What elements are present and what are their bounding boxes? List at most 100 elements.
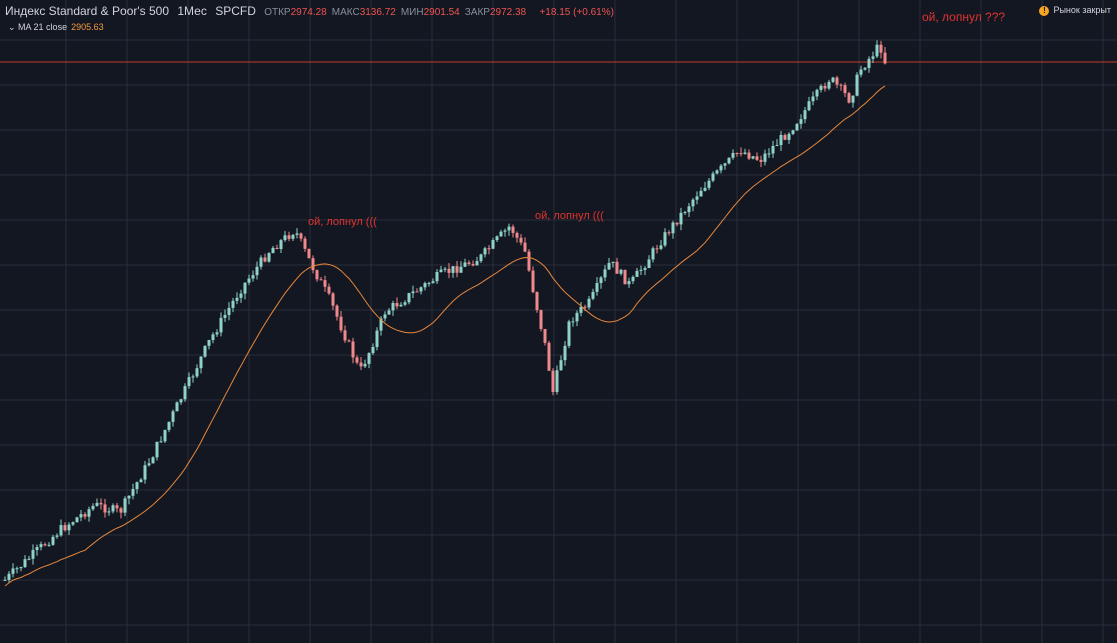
candle-body xyxy=(203,345,207,357)
candle-body xyxy=(139,479,143,483)
candle-body xyxy=(615,261,619,274)
candle-body xyxy=(627,281,631,285)
candle-body xyxy=(731,152,735,158)
candle-body xyxy=(299,233,303,239)
candle-body xyxy=(263,257,267,262)
candle-body xyxy=(547,342,551,371)
ohlc-value: 3136.72 xyxy=(359,7,396,18)
candle-body xyxy=(695,196,699,200)
candle-body xyxy=(699,190,703,197)
ohlc-label: МИН xyxy=(400,7,424,18)
candle-body xyxy=(479,254,483,262)
candle-body xyxy=(639,269,643,271)
candle-body xyxy=(779,134,783,146)
candle-body xyxy=(587,298,591,308)
candle-body xyxy=(195,368,199,377)
candle-body xyxy=(311,258,315,271)
title: Индекс Standard & Poor's 500 xyxy=(5,4,170,18)
candle-body xyxy=(675,222,679,225)
candle-body xyxy=(187,377,191,387)
candle-body xyxy=(775,145,779,147)
candle-body xyxy=(559,360,563,371)
candle-body xyxy=(7,573,11,580)
candle-body xyxy=(443,268,447,270)
ohlc-label: МАКС xyxy=(331,7,360,18)
candle-body xyxy=(143,465,147,480)
candle-body xyxy=(219,317,223,333)
candle-body xyxy=(43,544,47,546)
ohlc: ОТКР2974.28 МАКС3136.72 МИН2901.54 ЗАКР2972… xyxy=(264,4,531,18)
candle-body xyxy=(331,293,335,306)
candle-body xyxy=(19,567,23,569)
candle-body xyxy=(867,58,871,68)
candle-body xyxy=(543,328,547,343)
candle-body xyxy=(243,282,247,294)
candle-body xyxy=(687,206,691,213)
candle-body xyxy=(199,356,203,369)
candle-body xyxy=(531,270,535,293)
market-status[interactable]: ! Рынок закрыт xyxy=(1039,5,1111,16)
candle-body xyxy=(783,134,787,140)
candle-body xyxy=(703,187,707,191)
candle-body xyxy=(59,525,63,536)
candle-body xyxy=(763,153,767,162)
annotation: ой, лопнул ((( xyxy=(308,216,377,228)
candle-body xyxy=(839,84,843,86)
candle-body xyxy=(3,579,7,581)
candle-body xyxy=(155,441,159,458)
candle-body xyxy=(451,266,455,273)
candle-body xyxy=(827,81,831,89)
candle-body xyxy=(691,199,695,207)
candle-body xyxy=(603,269,607,278)
candle-body xyxy=(819,85,823,90)
candle-body xyxy=(575,312,579,322)
candle-body xyxy=(647,259,651,268)
candle-body xyxy=(363,363,367,367)
candle-body xyxy=(619,269,623,274)
candle-body xyxy=(51,536,55,545)
candle-body xyxy=(415,291,419,293)
candle-body xyxy=(447,268,451,273)
candle-body xyxy=(523,242,527,252)
candle-body xyxy=(283,235,287,241)
candle-body xyxy=(879,44,883,53)
candle-body xyxy=(371,347,375,354)
candle-body xyxy=(591,291,595,299)
symbol: SPCFD xyxy=(215,4,256,18)
candle-body xyxy=(855,74,859,96)
candle-body xyxy=(119,508,123,513)
candle-body xyxy=(843,85,847,94)
candle-body xyxy=(431,281,435,284)
candle-body xyxy=(135,482,139,490)
candle-body xyxy=(683,212,687,214)
candle-body xyxy=(623,269,627,285)
candle-body xyxy=(751,156,755,159)
candle-body xyxy=(803,110,807,120)
candle-body xyxy=(711,173,715,181)
candle-body xyxy=(339,316,343,331)
candle-body xyxy=(31,550,35,559)
indicator[interactable]: ⌄ MA 21 close 2905.63 xyxy=(8,22,104,32)
candle-body xyxy=(171,411,175,422)
interval[interactable]: 1Мес xyxy=(177,4,207,18)
candle-body xyxy=(323,280,327,287)
ohlc-value: 2901.54 xyxy=(423,7,460,18)
candle-body xyxy=(755,156,759,160)
candle-body xyxy=(883,52,887,64)
candle-body xyxy=(95,502,99,506)
candle-body xyxy=(863,67,867,70)
candle-body xyxy=(427,283,431,285)
candle-body xyxy=(11,568,15,574)
candle-body xyxy=(811,96,815,102)
candle-body xyxy=(103,504,107,513)
candle-body xyxy=(595,283,599,292)
candle-body xyxy=(571,321,575,323)
candle-body xyxy=(83,514,87,517)
candle-body xyxy=(555,370,559,392)
candle-body xyxy=(227,307,231,315)
candle-body xyxy=(63,525,67,531)
candle-body xyxy=(723,163,727,166)
candle-body xyxy=(663,232,667,246)
candle-body xyxy=(55,535,59,537)
ohlc-label: ОТКР xyxy=(264,7,291,18)
